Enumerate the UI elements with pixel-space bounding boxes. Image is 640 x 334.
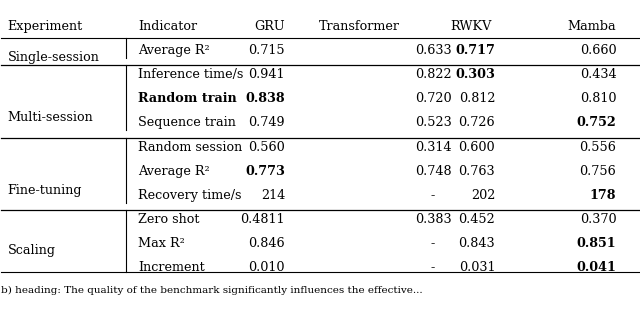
- Text: 0.756: 0.756: [580, 165, 616, 178]
- Text: Indicator: Indicator: [138, 20, 198, 33]
- Text: Recovery time/s: Recovery time/s: [138, 189, 242, 202]
- Text: 0.041: 0.041: [577, 262, 616, 275]
- Text: Random session: Random session: [138, 141, 243, 154]
- Text: 0.4811: 0.4811: [241, 213, 285, 226]
- Text: 0.763: 0.763: [459, 165, 495, 178]
- Text: Average R²: Average R²: [138, 165, 210, 178]
- Text: GRU: GRU: [254, 20, 285, 33]
- Text: 0.556: 0.556: [579, 141, 616, 154]
- Text: 0.726: 0.726: [459, 116, 495, 129]
- Text: Transformer: Transformer: [319, 20, 399, 33]
- Text: 202: 202: [471, 189, 495, 202]
- Text: 0.434: 0.434: [580, 68, 616, 81]
- Text: Increment: Increment: [138, 262, 205, 275]
- Text: 0.031: 0.031: [459, 262, 495, 275]
- Text: 0.812: 0.812: [459, 92, 495, 105]
- Text: 0.749: 0.749: [248, 116, 285, 129]
- Text: Multi-session: Multi-session: [8, 111, 93, 124]
- Text: 0.752: 0.752: [577, 116, 616, 129]
- Text: 0.838: 0.838: [245, 92, 285, 105]
- Text: Mamba: Mamba: [568, 20, 616, 33]
- Text: 0.633: 0.633: [415, 44, 451, 57]
- Text: -: -: [431, 262, 435, 275]
- Text: 214: 214: [260, 189, 285, 202]
- Text: 0.717: 0.717: [456, 44, 495, 57]
- Text: Fine-tuning: Fine-tuning: [8, 184, 83, 197]
- Text: Random train: Random train: [138, 92, 237, 105]
- Text: -: -: [431, 189, 435, 202]
- Text: 0.851: 0.851: [577, 237, 616, 250]
- Text: 0.941: 0.941: [248, 68, 285, 81]
- Text: 0.773: 0.773: [245, 165, 285, 178]
- Text: 0.715: 0.715: [248, 44, 285, 57]
- Text: 0.846: 0.846: [248, 237, 285, 250]
- Text: Average R²: Average R²: [138, 44, 210, 57]
- Text: 0.010: 0.010: [248, 262, 285, 275]
- Text: 0.303: 0.303: [456, 68, 495, 81]
- Text: 0.843: 0.843: [459, 237, 495, 250]
- Text: 178: 178: [590, 189, 616, 202]
- Text: Max R²: Max R²: [138, 237, 185, 250]
- Text: 0.314: 0.314: [415, 141, 451, 154]
- Text: -: -: [431, 237, 435, 250]
- Text: 0.822: 0.822: [415, 68, 451, 81]
- Text: 0.660: 0.660: [580, 44, 616, 57]
- Text: Scaling: Scaling: [8, 244, 56, 257]
- Text: 0.600: 0.600: [459, 141, 495, 154]
- Text: b) heading: The quality of the benchmark significantly influences the effective.: b) heading: The quality of the benchmark…: [1, 286, 423, 295]
- Text: Zero shot: Zero shot: [138, 213, 200, 226]
- Text: Sequence train: Sequence train: [138, 116, 236, 129]
- Text: 0.810: 0.810: [580, 92, 616, 105]
- Text: 0.370: 0.370: [580, 213, 616, 226]
- Text: Single-session: Single-session: [8, 50, 100, 63]
- Text: 0.720: 0.720: [415, 92, 451, 105]
- Text: 0.748: 0.748: [415, 165, 451, 178]
- Text: 0.452: 0.452: [458, 213, 495, 226]
- Text: RWKV: RWKV: [451, 20, 492, 33]
- Text: 0.383: 0.383: [415, 213, 451, 226]
- Text: Experiment: Experiment: [8, 20, 83, 33]
- Text: 0.523: 0.523: [415, 116, 451, 129]
- Text: 0.560: 0.560: [248, 141, 285, 154]
- Text: Inference time/s: Inference time/s: [138, 68, 244, 81]
